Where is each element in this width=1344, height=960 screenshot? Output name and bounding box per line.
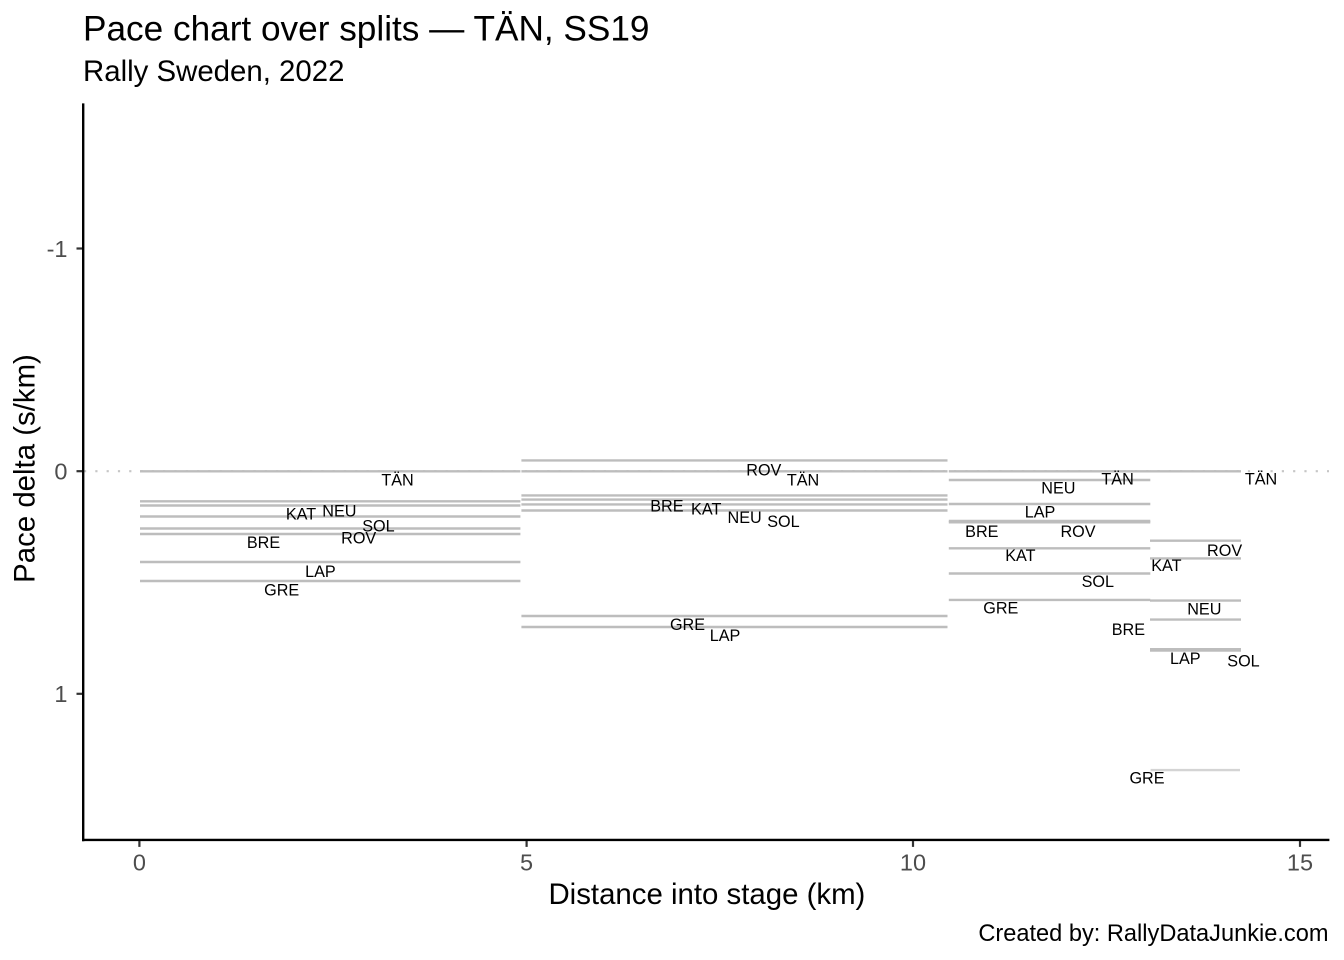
svg-text:TÄN: TÄN	[381, 471, 413, 489]
svg-text:LAP: LAP	[1170, 650, 1201, 668]
svg-text:SOL: SOL	[362, 518, 394, 536]
svg-text:10: 10	[900, 849, 926, 875]
svg-text:NEU: NEU	[728, 509, 762, 527]
svg-text:GRE: GRE	[264, 582, 299, 600]
svg-text:SOL: SOL	[1082, 573, 1114, 591]
svg-text:Rally Sweden, 2022: Rally Sweden, 2022	[83, 55, 344, 88]
svg-text:SOL: SOL	[1227, 653, 1259, 671]
svg-text:Distance into stage (km): Distance into stage (km)	[548, 878, 865, 911]
svg-text:Created by: RallyDataJunkie.co: Created by: RallyDataJunkie.com	[978, 921, 1328, 947]
svg-text:Pace chart over splits — TÄN,: Pace chart over splits — TÄN, SS19	[83, 10, 650, 49]
svg-text:SOL: SOL	[767, 513, 799, 531]
svg-text:KAT: KAT	[286, 506, 316, 524]
svg-text:TÄN: TÄN	[1245, 471, 1277, 489]
svg-text:0: 0	[54, 459, 67, 485]
svg-text:KAT: KAT	[1151, 557, 1181, 575]
svg-text:ROV: ROV	[1060, 523, 1095, 541]
svg-text:NEU: NEU	[1041, 480, 1075, 498]
svg-text:NEU: NEU	[1187, 601, 1221, 619]
svg-text:ROV: ROV	[1207, 542, 1242, 560]
svg-text:GRE: GRE	[983, 600, 1018, 618]
svg-text:BRE: BRE	[247, 534, 280, 552]
svg-text:TÄN: TÄN	[1101, 471, 1133, 489]
svg-text:NEU: NEU	[322, 503, 356, 521]
svg-text:BRE: BRE	[965, 523, 998, 541]
svg-text:1: 1	[54, 681, 67, 707]
svg-text:LAP: LAP	[1025, 503, 1056, 521]
svg-text:0: 0	[133, 849, 146, 875]
svg-text:LAP: LAP	[305, 563, 336, 581]
svg-text:5: 5	[520, 849, 533, 875]
svg-text:GRE: GRE	[1129, 770, 1164, 788]
svg-text:ROV: ROV	[746, 462, 781, 480]
svg-text:BRE: BRE	[1112, 621, 1145, 639]
svg-text:BRE: BRE	[650, 498, 683, 516]
svg-text:TÄN: TÄN	[787, 472, 819, 490]
svg-text:GRE: GRE	[670, 616, 705, 634]
svg-text:15: 15	[1287, 849, 1313, 875]
svg-text:KAT: KAT	[1005, 547, 1035, 565]
svg-text:ROV: ROV	[341, 530, 376, 548]
svg-text:KAT: KAT	[691, 501, 721, 519]
svg-text:-1: -1	[47, 236, 68, 262]
svg-text:Pace delta (s/km): Pace delta (s/km)	[9, 354, 42, 583]
svg-text:LAP: LAP	[710, 627, 741, 645]
